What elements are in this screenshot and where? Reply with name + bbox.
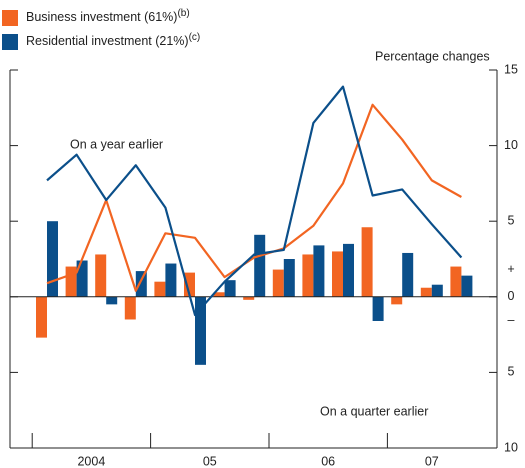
annotation: On a year earlier [70, 137, 163, 151]
legend-note: (b) [177, 8, 189, 19]
bar [402, 252, 414, 297]
line [46, 85, 463, 317]
y-tick-label: 10 [504, 138, 518, 152]
bar [95, 254, 107, 297]
x-tick-label: 06 [321, 454, 335, 468]
bar [391, 296, 403, 305]
x-tick-label: 05 [203, 454, 217, 468]
bar [184, 272, 195, 297]
bar [154, 281, 166, 297]
y-tick-label: 5 [508, 213, 515, 227]
legend-swatch [2, 34, 18, 50]
y-tick-label: 15 [504, 62, 518, 76]
annotation: On a quarter earlier [320, 404, 428, 418]
bar [224, 280, 236, 297]
bar [431, 284, 443, 297]
bar [243, 296, 255, 300]
bar [461, 275, 473, 297]
legend-name: Business investment (61%) [26, 10, 177, 24]
bar [36, 296, 47, 338]
y-tick-label: 5 [508, 365, 515, 379]
bar [195, 296, 206, 365]
bar [254, 234, 266, 297]
bar [272, 269, 284, 297]
bar [213, 292, 225, 297]
y-tick-label: 10 [504, 440, 518, 454]
bar [47, 221, 58, 297]
bar [420, 287, 432, 297]
legend-name: Residential investment (21%) [26, 34, 189, 48]
bar [76, 260, 88, 297]
legend-label: Business investment (61%)(b) [26, 8, 190, 25]
bar [450, 266, 462, 297]
line [46, 103, 462, 292]
bar [124, 296, 136, 320]
x-tick-label: 2004 [77, 454, 105, 468]
bar [313, 245, 325, 297]
bar [135, 271, 147, 297]
x-tick-label: 07 [425, 454, 439, 468]
bar [332, 251, 343, 297]
bar [302, 254, 314, 297]
legend-note: (c) [189, 32, 201, 43]
unit-label: Percentage changes [375, 49, 490, 63]
sign-label: + [507, 262, 514, 276]
bar [283, 259, 295, 297]
legend-label: Residential investment (21%)(c) [26, 32, 200, 49]
bar [343, 243, 354, 297]
bar [106, 296, 118, 305]
bar [65, 266, 77, 297]
bar [361, 227, 373, 297]
sign-label: – [508, 313, 515, 327]
bar [372, 296, 384, 321]
y-tick-label: 0 [508, 289, 515, 303]
legend-swatch [2, 10, 18, 26]
bar [165, 263, 177, 297]
